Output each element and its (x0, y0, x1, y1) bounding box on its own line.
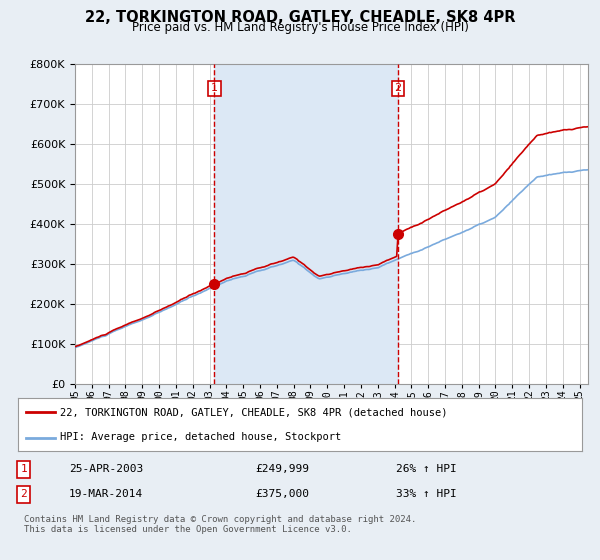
Text: 1: 1 (211, 83, 218, 94)
Text: HPI: Average price, detached house, Stockport: HPI: Average price, detached house, Stoc… (60, 432, 341, 442)
Text: 33% ↑ HPI: 33% ↑ HPI (396, 489, 457, 500)
Text: £249,999: £249,999 (255, 464, 309, 474)
Text: 1: 1 (20, 464, 27, 474)
Text: £375,000: £375,000 (255, 489, 309, 500)
Text: 19-MAR-2014: 19-MAR-2014 (69, 489, 143, 500)
Text: Price paid vs. HM Land Registry's House Price Index (HPI): Price paid vs. HM Land Registry's House … (131, 21, 469, 34)
Text: 2: 2 (20, 489, 27, 500)
Text: 22, TORKINGTON ROAD, GATLEY, CHEADLE, SK8 4PR: 22, TORKINGTON ROAD, GATLEY, CHEADLE, SK… (85, 10, 515, 25)
Text: 2: 2 (395, 83, 401, 94)
Text: 22, TORKINGTON ROAD, GATLEY, CHEADLE, SK8 4PR (detached house): 22, TORKINGTON ROAD, GATLEY, CHEADLE, SK… (60, 408, 448, 418)
Bar (214, 64, 398, 384)
Text: Contains HM Land Registry data © Crown copyright and database right 2024.
This d: Contains HM Land Registry data © Crown c… (23, 515, 416, 534)
Text: 25-APR-2003: 25-APR-2003 (69, 464, 143, 474)
Text: 26% ↑ HPI: 26% ↑ HPI (396, 464, 457, 474)
